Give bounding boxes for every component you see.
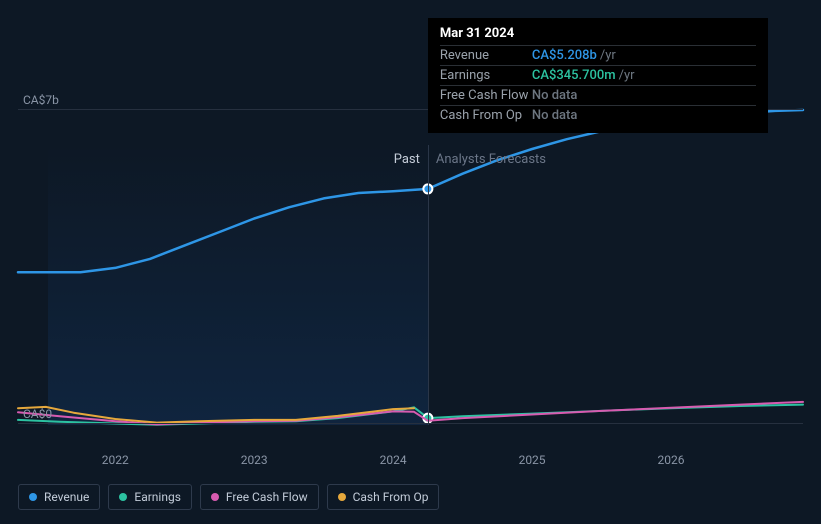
tooltip-row: RevenueCA$5.208b/yr <box>440 45 756 65</box>
revenue-earnings-chart: Past Analysts Forecasts CA$0 CA$7b 2022 202… <box>18 10 803 470</box>
past-forecast-divider <box>428 145 429 425</box>
tooltip-row-unit: /yr <box>619 68 635 83</box>
tooltip-row-value: CA$5.208b <box>532 48 597 63</box>
tooltip-row-value: No data <box>532 88 578 103</box>
legend-item[interactable]: Revenue <box>18 484 100 510</box>
tooltip-row-value: CA$345.700m <box>532 68 616 83</box>
tooltip-row-label: Revenue <box>440 48 532 63</box>
x-tick-label: 2022 <box>102 453 129 467</box>
tooltip-row-label: Free Cash Flow <box>440 88 532 103</box>
past-label: Past <box>394 152 420 167</box>
tooltip-row-label: Earnings <box>440 68 532 83</box>
y-tick-label: CA$7b <box>23 93 59 107</box>
forecast-label: Analysts Forecasts <box>436 152 546 167</box>
tooltip-date: Mar 31 2024 <box>440 24 756 45</box>
series-line <box>18 110 803 272</box>
tooltip-row: Free Cash FlowNo data <box>440 85 756 105</box>
legend-label: Cash From Op <box>353 490 429 504</box>
tooltip-row-label: Cash From Op <box>440 108 532 123</box>
legend-dot-icon <box>119 493 127 501</box>
y-gridline <box>18 423 803 424</box>
chart-legend: Revenue Earnings Free Cash Flow Cash From O… <box>18 484 439 510</box>
legend-item[interactable]: Free Cash Flow <box>200 484 319 510</box>
legend-label: Revenue <box>44 490 89 504</box>
tooltip-row-unit: /yr <box>600 48 616 63</box>
legend-dot-icon <box>338 493 346 501</box>
series-line <box>18 407 414 423</box>
y-tick-label: CA$0 <box>23 407 52 421</box>
legend-item[interactable]: Earnings <box>108 484 192 510</box>
x-tick-label: 2026 <box>658 453 685 467</box>
tooltip-row: EarningsCA$345.700m/yr <box>440 65 756 85</box>
legend-item[interactable]: Cash From Op <box>327 484 440 510</box>
tooltip-row-value: No data <box>532 108 578 123</box>
x-tick-label: 2025 <box>519 453 546 467</box>
legend-dot-icon <box>211 493 219 501</box>
legend-label: Free Cash Flow <box>226 490 308 504</box>
legend-label: Earnings <box>134 490 181 504</box>
legend-dot-icon <box>29 493 37 501</box>
x-tick-label: 2023 <box>241 453 268 467</box>
tooltip-row: Cash From OpNo data <box>440 105 756 125</box>
x-tick-label: 2024 <box>380 453 407 467</box>
chart-tooltip: Mar 31 2024 RevenueCA$5.208b/yrEarningsC… <box>428 18 768 133</box>
